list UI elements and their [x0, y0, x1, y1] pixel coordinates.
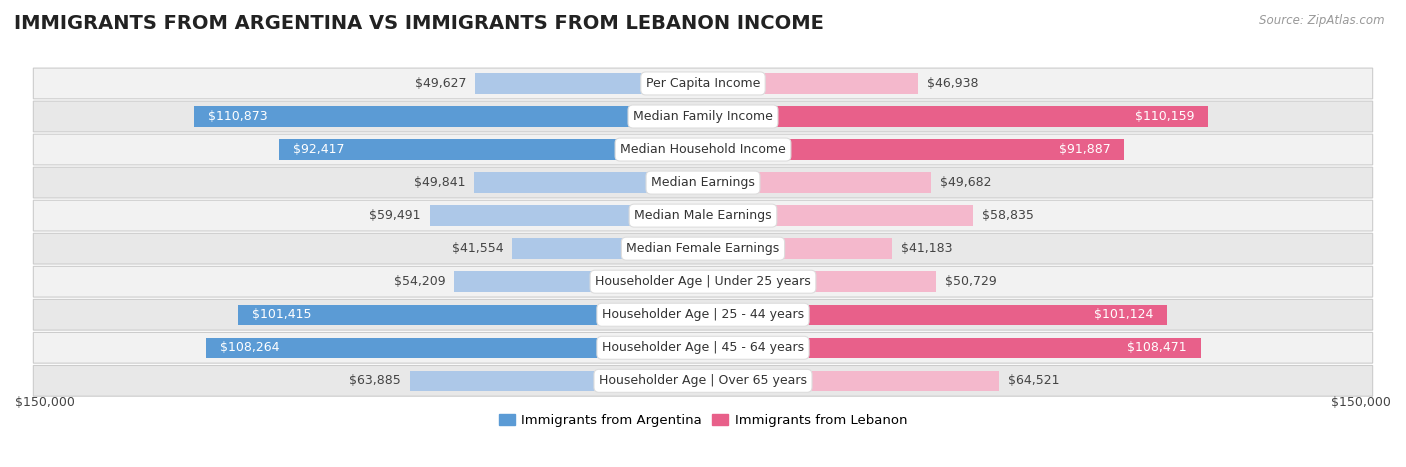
Bar: [238, 304, 703, 325]
FancyBboxPatch shape: [34, 101, 1372, 132]
Bar: [207, 338, 703, 358]
Text: Median Earnings: Median Earnings: [651, 176, 755, 189]
Bar: [703, 304, 1167, 325]
FancyBboxPatch shape: [34, 266, 1372, 297]
FancyBboxPatch shape: [34, 299, 1372, 330]
Text: $63,885: $63,885: [349, 375, 401, 387]
Text: $50,729: $50,729: [945, 275, 997, 288]
Bar: [194, 106, 703, 127]
Bar: [430, 205, 703, 226]
Text: $150,000: $150,000: [15, 396, 75, 409]
Bar: [703, 271, 935, 292]
Text: Householder Age | Under 25 years: Householder Age | Under 25 years: [595, 275, 811, 288]
Text: $110,159: $110,159: [1135, 110, 1195, 123]
Bar: [703, 106, 1208, 127]
Text: $92,417: $92,417: [292, 143, 344, 156]
FancyBboxPatch shape: [34, 333, 1372, 363]
Bar: [280, 139, 703, 160]
Text: $59,491: $59,491: [370, 209, 420, 222]
Legend: Immigrants from Argentina, Immigrants from Lebanon: Immigrants from Argentina, Immigrants fr…: [494, 409, 912, 432]
Bar: [703, 338, 1201, 358]
Text: Householder Age | 25 - 44 years: Householder Age | 25 - 44 years: [602, 308, 804, 321]
Text: Median Male Earnings: Median Male Earnings: [634, 209, 772, 222]
Text: Householder Age | 45 - 64 years: Householder Age | 45 - 64 years: [602, 341, 804, 354]
FancyBboxPatch shape: [34, 200, 1372, 231]
Text: $150,000: $150,000: [1331, 396, 1391, 409]
Bar: [703, 73, 918, 94]
FancyBboxPatch shape: [34, 68, 1372, 99]
FancyBboxPatch shape: [34, 234, 1372, 264]
Text: $49,682: $49,682: [941, 176, 991, 189]
FancyBboxPatch shape: [34, 167, 1372, 198]
Bar: [703, 205, 973, 226]
Text: Householder Age | Over 65 years: Householder Age | Over 65 years: [599, 375, 807, 387]
Text: Median Household Income: Median Household Income: [620, 143, 786, 156]
Bar: [703, 239, 891, 259]
Text: $108,264: $108,264: [221, 341, 280, 354]
Text: $49,841: $49,841: [413, 176, 465, 189]
Text: $110,873: $110,873: [208, 110, 269, 123]
Text: Median Female Earnings: Median Female Earnings: [627, 242, 779, 255]
Text: $91,887: $91,887: [1059, 143, 1111, 156]
Text: Per Capita Income: Per Capita Income: [645, 77, 761, 90]
FancyBboxPatch shape: [34, 134, 1372, 165]
Bar: [474, 172, 703, 193]
Text: $49,627: $49,627: [415, 77, 467, 90]
Bar: [454, 271, 703, 292]
Bar: [411, 371, 703, 391]
Text: $54,209: $54,209: [394, 275, 446, 288]
Text: $41,554: $41,554: [451, 242, 503, 255]
Bar: [475, 73, 703, 94]
Bar: [703, 371, 998, 391]
Text: IMMIGRANTS FROM ARGENTINA VS IMMIGRANTS FROM LEBANON INCOME: IMMIGRANTS FROM ARGENTINA VS IMMIGRANTS …: [14, 14, 824, 33]
Bar: [703, 139, 1125, 160]
Text: Source: ZipAtlas.com: Source: ZipAtlas.com: [1260, 14, 1385, 27]
Text: Median Family Income: Median Family Income: [633, 110, 773, 123]
Text: $41,183: $41,183: [901, 242, 953, 255]
Text: $58,835: $58,835: [981, 209, 1033, 222]
Text: $46,938: $46,938: [928, 77, 979, 90]
Text: $101,415: $101,415: [252, 308, 311, 321]
Text: $64,521: $64,521: [1008, 375, 1060, 387]
Bar: [512, 239, 703, 259]
Bar: [703, 172, 931, 193]
Text: $108,471: $108,471: [1128, 341, 1187, 354]
FancyBboxPatch shape: [34, 366, 1372, 396]
Text: $101,124: $101,124: [1094, 308, 1153, 321]
